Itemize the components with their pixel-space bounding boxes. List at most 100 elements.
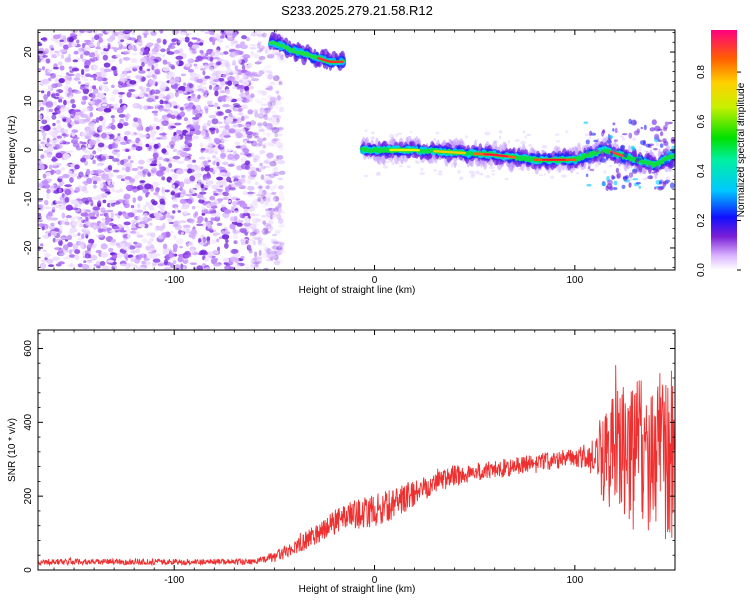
noise-blob bbox=[46, 193, 50, 200]
noise-blob bbox=[84, 160, 89, 166]
noise-blob bbox=[196, 223, 204, 227]
noise-blob bbox=[143, 253, 147, 259]
noise-blob bbox=[213, 79, 220, 83]
noise-blob bbox=[174, 193, 182, 198]
noise-blob bbox=[363, 174, 369, 178]
noise-blob bbox=[249, 238, 254, 242]
noise-blob bbox=[382, 165, 389, 169]
noise-blob bbox=[206, 236, 211, 242]
noise-blob bbox=[179, 111, 186, 118]
noise-blob bbox=[189, 218, 195, 224]
noise-blob bbox=[80, 113, 88, 118]
noise-blob bbox=[67, 241, 73, 248]
noise-blob bbox=[51, 158, 58, 162]
noise-blob bbox=[82, 30, 91, 33]
noise-blob bbox=[216, 158, 222, 162]
noise-blob bbox=[478, 172, 484, 176]
noise-blob bbox=[179, 245, 183, 249]
noise-blob bbox=[98, 92, 105, 99]
noise-blob bbox=[271, 114, 279, 118]
noise-blob bbox=[504, 177, 509, 181]
noise-blob bbox=[64, 188, 72, 196]
noise-blob bbox=[254, 223, 260, 227]
noise-blob bbox=[175, 263, 181, 268]
noise-blob bbox=[243, 222, 251, 227]
noise-blob bbox=[211, 213, 217, 217]
noise-blob bbox=[141, 260, 147, 265]
noise-blob bbox=[199, 197, 207, 201]
noise-blob bbox=[151, 74, 156, 78]
noise-blob bbox=[154, 68, 160, 75]
noise-blob bbox=[240, 128, 246, 133]
track-core bbox=[563, 158, 567, 161]
noise-blob bbox=[250, 31, 258, 37]
track-blob bbox=[608, 186, 614, 191]
noise-blob bbox=[52, 143, 56, 147]
noise-blob bbox=[41, 235, 48, 239]
noise-blob bbox=[209, 167, 214, 173]
noise-blob bbox=[262, 220, 267, 225]
noise-blob bbox=[64, 221, 70, 226]
noise-blob bbox=[264, 64, 272, 70]
track-blob bbox=[614, 127, 618, 134]
noise-blob bbox=[75, 254, 80, 261]
noise-blob bbox=[214, 90, 219, 97]
noise-blob bbox=[212, 166, 220, 173]
noise-blob bbox=[40, 243, 44, 247]
noise-blob bbox=[276, 244, 284, 248]
noise-blob bbox=[183, 117, 189, 122]
noise-blob bbox=[435, 131, 440, 135]
noise-blob bbox=[92, 224, 97, 231]
noise-blob bbox=[171, 30, 180, 35]
noise-blob bbox=[256, 218, 260, 221]
noise-blob bbox=[213, 192, 219, 196]
noise-blob bbox=[74, 203, 78, 208]
noise-blob bbox=[265, 179, 273, 185]
noise-blob bbox=[189, 175, 196, 182]
noise-blob bbox=[278, 224, 286, 228]
noise-blob bbox=[177, 40, 182, 44]
noise-blob bbox=[86, 260, 93, 264]
snr-x-tick-label: 100 bbox=[566, 575, 583, 586]
noise-blob bbox=[138, 92, 144, 98]
noise-blob bbox=[56, 119, 61, 124]
noise-blob bbox=[183, 179, 191, 185]
noise-blob bbox=[252, 71, 256, 76]
noise-blob bbox=[278, 106, 285, 113]
colorbar-tick-label: 0.6 bbox=[696, 114, 707, 128]
track-blob bbox=[659, 131, 664, 137]
noise-blob bbox=[183, 258, 189, 263]
noise-blob bbox=[242, 147, 250, 154]
noise-blob bbox=[258, 258, 263, 265]
noise-blob bbox=[59, 49, 67, 53]
noise-blob bbox=[165, 152, 169, 155]
noise-blob bbox=[262, 189, 267, 196]
noise-blob bbox=[56, 123, 62, 130]
noise-blob bbox=[206, 240, 211, 245]
noise-blob bbox=[201, 90, 206, 94]
noise-blob bbox=[120, 74, 125, 80]
noise-blob bbox=[279, 190, 284, 197]
noise-blob bbox=[198, 156, 206, 160]
noise-blob bbox=[428, 161, 434, 164]
noise-blob bbox=[162, 243, 168, 250]
noise-blob bbox=[237, 58, 242, 65]
noise-blob bbox=[47, 146, 54, 152]
noise-blob bbox=[257, 58, 263, 64]
noise-blob bbox=[232, 70, 239, 75]
noise-blob bbox=[123, 221, 131, 226]
noise-blob bbox=[267, 85, 274, 92]
noise-blob bbox=[206, 156, 211, 161]
noise-blob bbox=[92, 206, 101, 211]
noise-blob bbox=[38, 129, 46, 133]
noise-blob bbox=[246, 140, 254, 144]
noise-blob bbox=[265, 192, 272, 199]
noise-blob bbox=[249, 171, 256, 176]
noise-blob bbox=[165, 166, 170, 173]
noise-blob bbox=[262, 121, 268, 127]
snr-x-tick-label: 0 bbox=[372, 575, 378, 586]
noise-blob bbox=[276, 74, 280, 80]
track-blob bbox=[668, 121, 673, 125]
noise-blob bbox=[83, 50, 91, 56]
noise-blob bbox=[244, 123, 252, 129]
